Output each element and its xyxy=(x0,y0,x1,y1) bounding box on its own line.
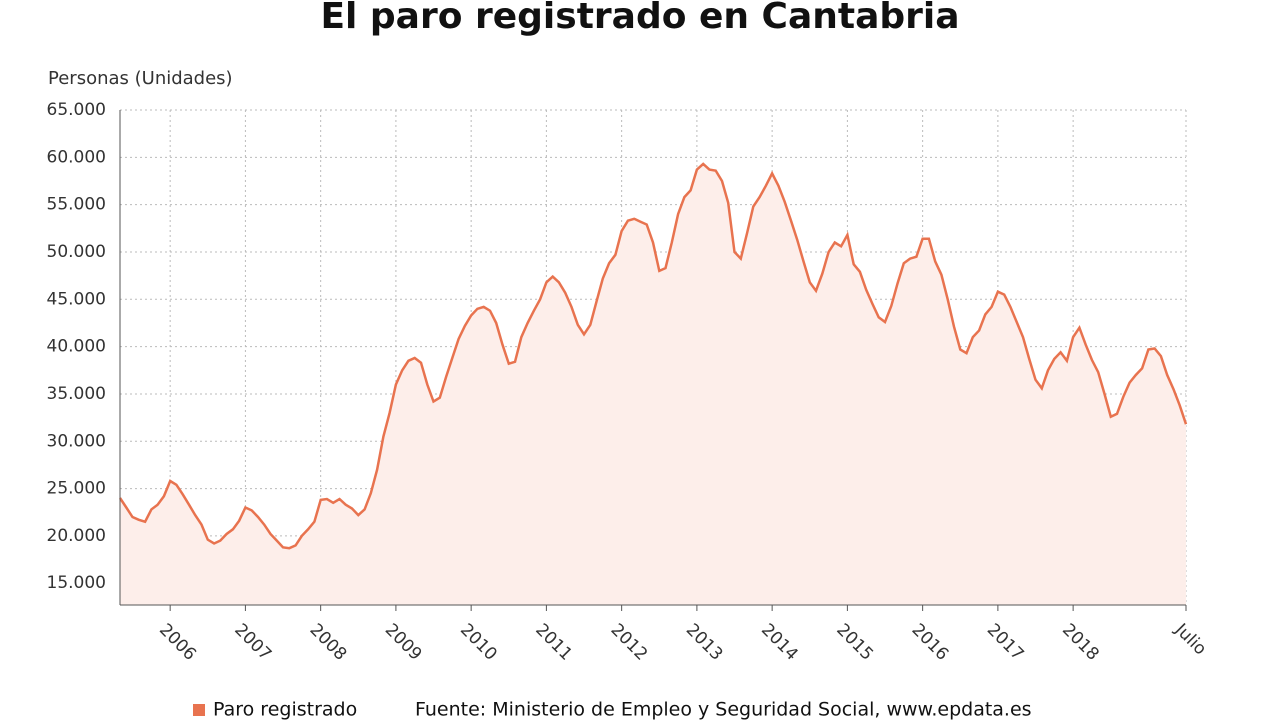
y-tick-label: 55.000 xyxy=(47,195,106,215)
y-tick-label: 35.000 xyxy=(47,384,106,404)
x-tick-label: 2006 xyxy=(155,620,200,665)
x-tick-label: 2008 xyxy=(306,620,351,665)
y-tick-label: 60.000 xyxy=(47,147,106,167)
x-tick-label: 2017 xyxy=(983,620,1028,665)
x-tick-label: 2015 xyxy=(832,620,877,665)
y-tick-label: 65.000 xyxy=(47,100,106,120)
x-tick-label: Julio xyxy=(1170,619,1210,659)
x-tick-label: 2007 xyxy=(230,620,275,665)
area xyxy=(120,163,1186,605)
y-tick-label: 25.000 xyxy=(47,479,106,499)
x-tick-label: 2013 xyxy=(682,620,727,665)
y-axis-label: Personas (Unidades) xyxy=(48,68,233,89)
x-tick-label: 2014 xyxy=(757,620,802,665)
x-tick-label: 2016 xyxy=(908,620,953,665)
x-tick-label: 2018 xyxy=(1058,620,1103,665)
x-tick-label: 2010 xyxy=(456,620,501,665)
x-tick-label: 2011 xyxy=(531,620,576,665)
y-tick-label: 30.000 xyxy=(47,431,106,451)
x-tick-label: 2009 xyxy=(381,620,426,665)
y-tick-label: 40.000 xyxy=(47,337,106,357)
y-tick-label: 45.000 xyxy=(47,289,106,309)
y-tick-label: 15.000 xyxy=(47,573,106,593)
y-tick-label: 50.000 xyxy=(47,242,106,262)
y-tick-label: 20.000 xyxy=(47,526,106,546)
legend-swatch xyxy=(193,704,205,716)
x-tick-label: 2012 xyxy=(607,620,652,665)
source: Fuente: Ministerio de Empleo y Seguridad… xyxy=(415,699,1032,720)
chart-title: El paro registrado en Cantabria xyxy=(320,0,959,37)
legend-label: Paro registrado xyxy=(213,699,357,720)
line xyxy=(118,162,1188,550)
